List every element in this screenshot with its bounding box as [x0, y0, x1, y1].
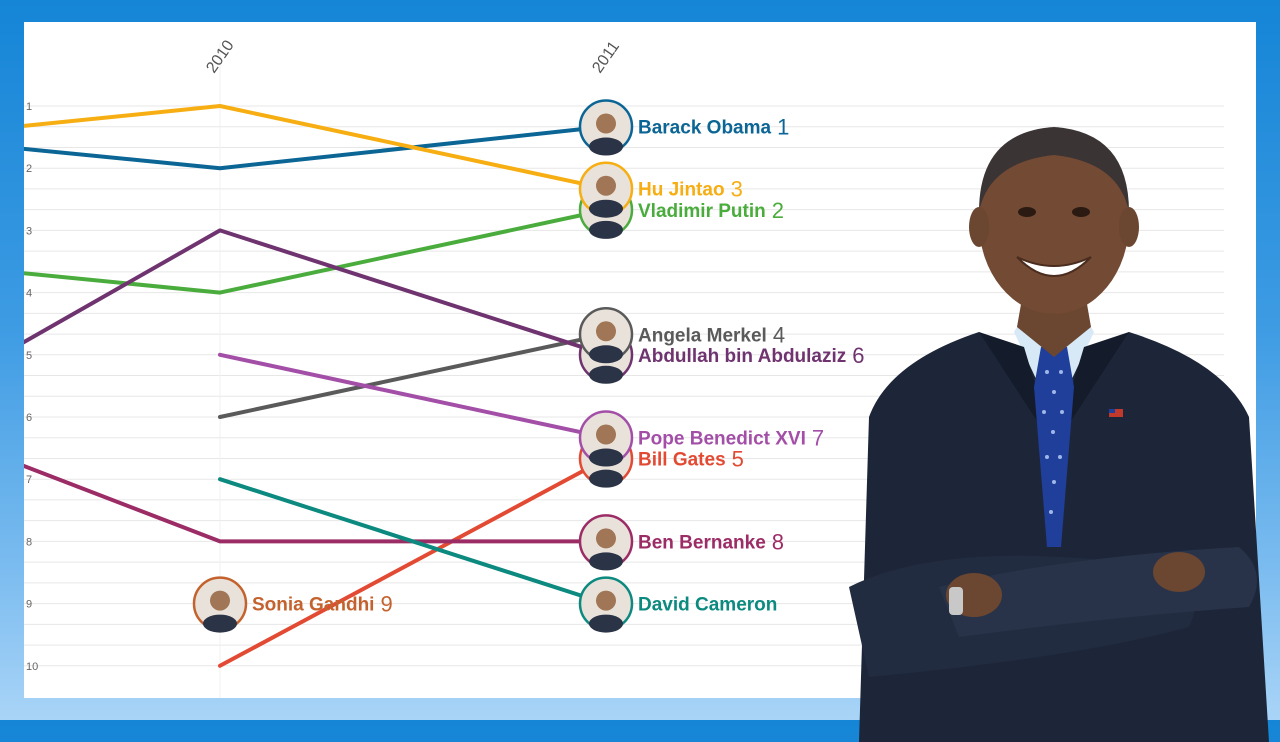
series-line-vladimir-putin: [24, 207, 608, 295]
portrait-shoulders: [589, 365, 623, 384]
barack-obama-cutout: [849, 127, 1269, 742]
series-line-bill-gates: [218, 456, 608, 668]
portrait-shoulders: [589, 345, 623, 364]
series-line-barack-obama: [24, 124, 608, 171]
series-rank-ben-bernanke: 8: [772, 529, 784, 554]
y-tick-label: 7: [26, 474, 32, 486]
portrait-shoulders: [589, 552, 623, 571]
series-label-vladimir-putin: Vladimir Putin: [638, 201, 766, 222]
y-tick-label: 9: [26, 599, 32, 611]
series-label-pope-benedict-xvi: Pope Benedict XVI: [638, 429, 806, 450]
marker-angela-merkel: Angela Merkel 4: [578, 307, 785, 364]
portrait-head: [596, 424, 616, 445]
y-tick-label: 10: [26, 661, 38, 673]
y-tick-label: 1: [26, 101, 32, 113]
marker-hu-jintao: Hu Jintao 3: [578, 161, 743, 218]
series-label-ben-bernanke: Ben Bernanke: [638, 532, 766, 553]
y-tick-label: 5: [26, 350, 32, 362]
portrait-head: [210, 590, 230, 611]
series-line-ben-bernanke: [24, 463, 608, 544]
series-line-hu-jintao: [24, 104, 608, 191]
series-line-pope-benedict-xvi: [218, 352, 608, 440]
series-rank-barack-obama: 1: [777, 115, 789, 140]
portrait-shoulders: [203, 614, 237, 633]
x-tick-label: 2010: [203, 37, 237, 76]
portrait-shoulders: [589, 614, 623, 633]
y-tick-label: 4: [26, 288, 32, 300]
portrait-head: [596, 528, 616, 549]
marker-ben-bernanke: Ben Bernanke 8: [578, 514, 784, 571]
series-rank-sonia-gandhi: 9: [380, 592, 392, 617]
marker-barack-obama: Barack Obama 1: [578, 99, 789, 156]
series-label-abdullah-bin-abdulaziz: Abdullah bin Abdulaziz: [638, 346, 846, 367]
series-label-sonia-gandhi: Sonia Gandhi: [252, 595, 374, 616]
y-tick-label: 3: [26, 225, 32, 237]
marker-sonia-gandhi: Sonia Gandhi 9: [192, 576, 393, 633]
series-rank-angela-merkel: 4: [773, 322, 785, 347]
series-label-bill-gates: Bill Gates: [638, 450, 726, 471]
portrait-head: [596, 321, 616, 342]
series-line-angela-merkel: [218, 332, 608, 419]
series-rank-hu-jintao: 3: [731, 177, 743, 202]
marker-david-cameron: David Cameron: [578, 576, 777, 633]
series-label-hu-jintao: Hu Jintao: [638, 180, 725, 201]
portrait-shoulders: [589, 137, 623, 156]
y-tick-label: 6: [26, 412, 32, 424]
series-label-david-cameron: David Cameron: [638, 595, 777, 616]
chart-panel: 2010 2011 1 2 3 4 5 6 7 8 9 10 Abdullah bin Abdula…: [24, 22, 1269, 742]
portrait-head: [596, 113, 616, 134]
portrait-shoulders: [589, 199, 623, 218]
y-tick-label: 8: [26, 536, 32, 548]
x-tick-label: 2011: [589, 38, 623, 76]
portrait-shoulders: [589, 448, 623, 467]
portrait-head: [596, 175, 616, 196]
series-rank-abdullah-bin-abdulaziz: 6: [852, 343, 864, 368]
y-tick-label: 2: [26, 163, 32, 175]
series-label-barack-obama: Barack Obama: [638, 118, 772, 139]
marker-pope-benedict-xvi: Pope Benedict XVI 7: [578, 410, 824, 467]
portrait-head: [596, 590, 616, 611]
portrait-shoulders: [589, 220, 623, 239]
series-rank-pope-benedict-xvi: 7: [812, 426, 824, 451]
series-rank-bill-gates: 5: [732, 447, 744, 472]
portrait-shoulders: [589, 469, 623, 488]
series-rank-vladimir-putin: 2: [772, 198, 784, 223]
series-line-david-cameron: [218, 477, 608, 606]
series-label-angela-merkel: Angela Merkel: [638, 325, 767, 346]
series-line-abdullah-bin-abdulaziz: [24, 228, 608, 357]
